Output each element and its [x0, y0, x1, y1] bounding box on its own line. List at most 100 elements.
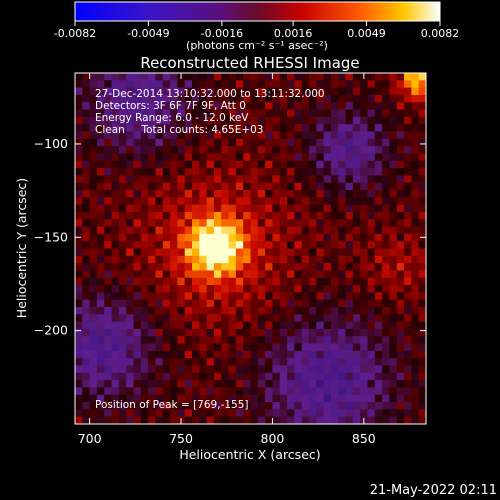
heatmap-cell: [75, 328, 83, 337]
heatmap-cell: [133, 402, 142, 410]
heatmap-cell: [360, 372, 368, 381]
heatmap-cell: [184, 175, 193, 184]
heatmap-cell: [199, 314, 208, 323]
heatmap-cell: [82, 409, 91, 418]
heatmap-cell: [213, 153, 222, 162]
heatmap-cell: [104, 307, 112, 315]
heatmap-cell: [279, 372, 288, 381]
heatmap-cell: [206, 87, 215, 96]
heatmap-cell: [294, 270, 303, 279]
heatmap-cell: [389, 314, 398, 323]
heatmap-cell: [155, 153, 164, 162]
heatmap-cell: [140, 387, 149, 396]
heatmap-cell: [243, 241, 251, 249]
heatmap-cell: [96, 277, 105, 286]
heatmap-cell: [294, 182, 303, 191]
heatmap-cell: [418, 263, 426, 271]
heatmap-cell: [213, 146, 222, 154]
heatmap-cell: [170, 292, 178, 301]
heatmap-cell: [126, 416, 134, 424]
heatmap-cell: [104, 138, 112, 147]
heatmap-cell: [338, 94, 346, 103]
heatmap-cell: [148, 277, 156, 286]
heatmap-cell: [279, 80, 288, 89]
heatmap-cell: [250, 255, 259, 264]
heatmap-cell: [177, 299, 186, 308]
heatmap-cell: [360, 153, 368, 162]
heatmap-cell: [301, 241, 310, 249]
heatmap-cell: [396, 248, 405, 257]
heatmap-cell: [213, 109, 222, 118]
heatmap-cell: [221, 365, 229, 374]
heatmap-cell: [184, 116, 193, 125]
heatmap-cell: [199, 270, 208, 279]
heatmap-cell: [418, 248, 426, 257]
heatmap-cell: [360, 299, 368, 308]
heatmap-cell: [235, 402, 244, 410]
heatmap-cell: [411, 380, 420, 388]
heatmap-cell: [309, 138, 317, 147]
heatmap-cell: [257, 307, 266, 315]
heatmap-cell: [265, 182, 273, 191]
heatmap-cell: [228, 153, 237, 162]
heatmap-cell: [396, 299, 405, 308]
heatmap-cell: [82, 204, 91, 213]
heatmap-cell: [301, 314, 310, 323]
heatmap-cell: [177, 109, 186, 118]
heatmap-cell: [184, 233, 193, 242]
heatmap-cell: [265, 321, 273, 330]
heatmap-cell: [228, 365, 237, 374]
heatmap-cell: [330, 241, 339, 249]
heatmap-cell: [418, 80, 426, 89]
heatmap-cell: [309, 321, 317, 330]
heatmap-cell: [360, 255, 368, 264]
heatmap-cell: [374, 263, 383, 271]
heatmap-cell: [257, 211, 266, 220]
heatmap-cell: [265, 226, 273, 235]
heatmap-cell: [316, 73, 325, 81]
heatmap-cell: [170, 175, 178, 184]
heatmap-cell: [418, 102, 426, 110]
heatmap-cell: [345, 233, 354, 242]
heatmap-cell: [199, 372, 208, 381]
heatmap-cell: [250, 394, 259, 403]
heatmap-cell: [177, 153, 186, 162]
heatmap-cell: [294, 307, 303, 315]
heatmap-cell: [323, 211, 332, 220]
heatmap-cell: [75, 416, 83, 424]
heatmap-cell: [133, 255, 142, 264]
heatmap-cell: [396, 402, 405, 410]
heatmap-cell: [118, 350, 127, 359]
heatmap-cell: [265, 314, 273, 323]
heatmap-cell: [104, 387, 112, 396]
heatmap-cell: [104, 168, 112, 176]
heatmap-cell: [96, 285, 105, 293]
heatmap-cell: [287, 409, 295, 418]
heatmap-cell: [235, 109, 244, 118]
heatmap-cell: [184, 124, 193, 132]
heatmap-cell: [213, 102, 222, 110]
heatmap-cell: [257, 241, 266, 249]
heatmap-cell: [192, 307, 200, 315]
heatmap-cell: [184, 94, 193, 103]
heatmap-cell: [96, 255, 105, 264]
heatmap-cell: [338, 372, 346, 381]
heatmap-cell: [301, 197, 310, 206]
heatmap-cell: [177, 204, 186, 213]
heatmap-cell: [374, 255, 383, 264]
heatmap-cell: [294, 190, 303, 198]
heatmap-cell: [279, 109, 288, 118]
heatmap-cell: [323, 146, 332, 154]
heatmap-cell: [199, 328, 208, 337]
heatmap-cell: [75, 365, 83, 374]
heatmap-cell: [155, 402, 164, 410]
heatmap-cell: [279, 263, 288, 271]
heatmap-cell: [177, 94, 186, 103]
heatmap-cell: [287, 153, 295, 162]
heatmap-cell: [309, 248, 317, 257]
heatmap-cell: [367, 380, 376, 388]
heatmap-cell: [352, 402, 361, 410]
heatmap-cell: [111, 73, 120, 81]
heatmap-cell: [96, 124, 105, 132]
heatmap-cell: [199, 102, 208, 110]
